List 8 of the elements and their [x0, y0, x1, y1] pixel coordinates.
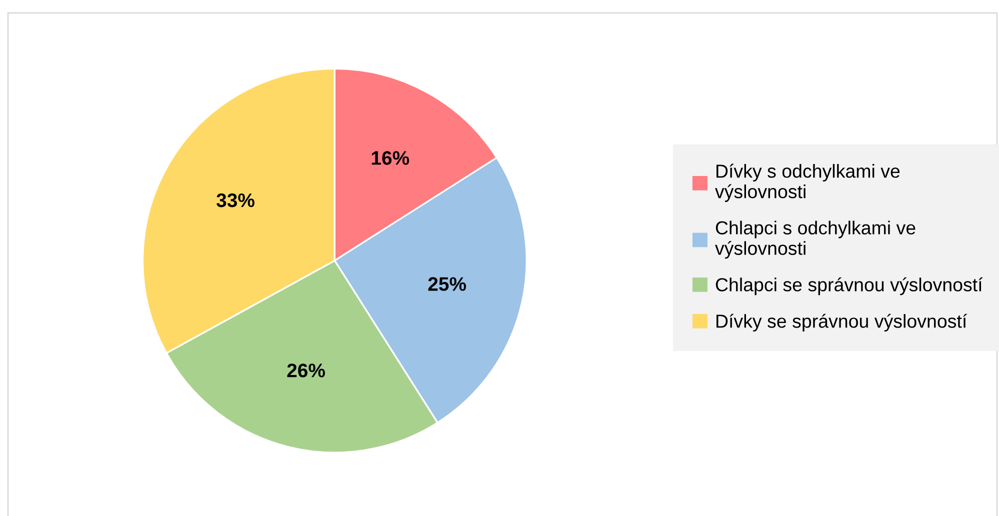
- data-label: 25%: [428, 277, 466, 291]
- data-label: 33%: [216, 193, 254, 208]
- legend-label: Dívky s odchylkami ve výslovnosti: [715, 164, 900, 202]
- data-label: 16%: [372, 151, 410, 165]
- legend-label: Dívky se správnou výslovností: [716, 314, 968, 332]
- legend-label: Chlapci s odchylkami ve výslovnosti: [715, 220, 916, 259]
- data-label: 26%: [287, 364, 325, 378]
- legend-label: Chlapci se správnou výslovností: [716, 277, 983, 296]
